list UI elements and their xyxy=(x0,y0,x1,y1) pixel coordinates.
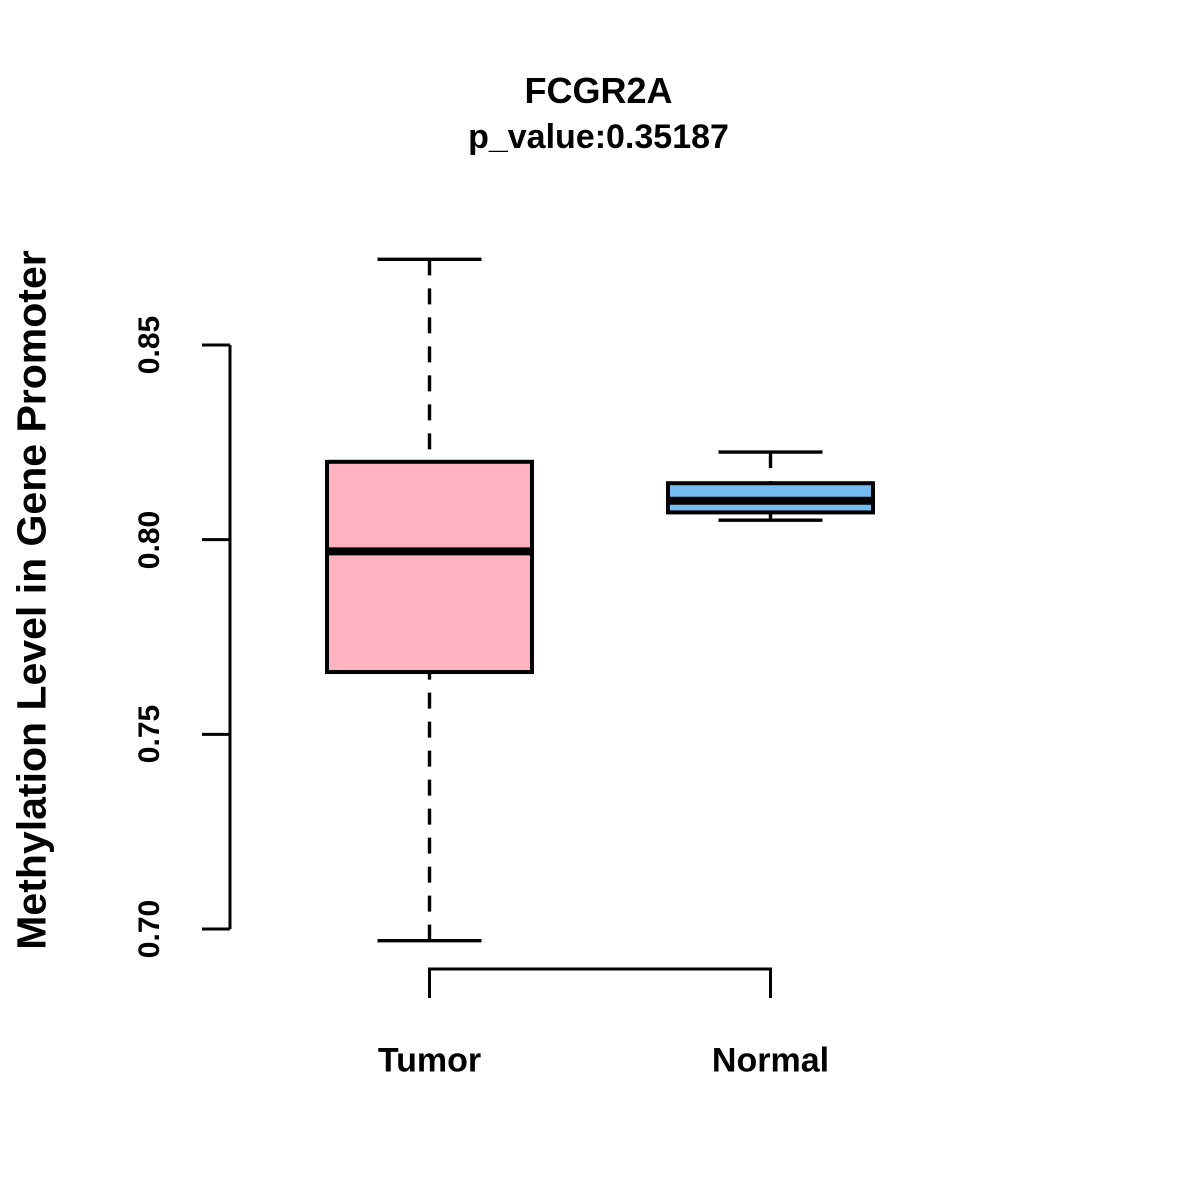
y-axis xyxy=(202,343,232,931)
chart-title: FCGR2A xyxy=(524,70,673,111)
x-axis xyxy=(428,967,772,998)
y-tick-label-085: 0.85 xyxy=(133,315,166,375)
x-category-label-normal: Normal xyxy=(711,1041,830,1080)
chart-subtitle: p_value:0.35187 xyxy=(468,118,729,156)
x-category-label-tumor: Tumor xyxy=(377,1041,482,1080)
y-tick-label-070: 0.70 xyxy=(133,899,166,959)
y-tick-label-080: 0.80 xyxy=(133,510,166,569)
y-axis-label: Methylation Level in Gene Promoter xyxy=(8,250,55,950)
y-tick-label-075: 0.75 xyxy=(133,705,166,764)
tumor-box xyxy=(325,459,534,675)
